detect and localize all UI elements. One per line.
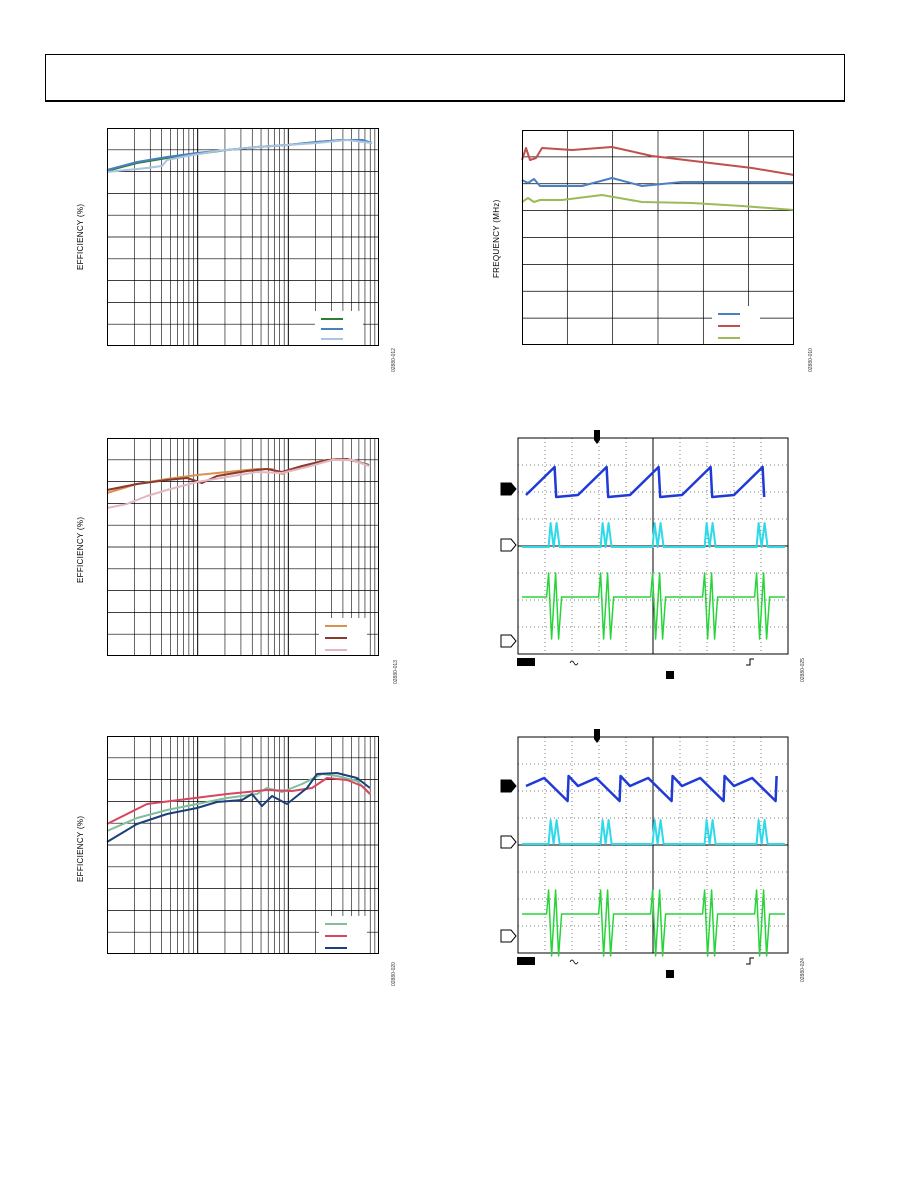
svg-scope1-trace-2: [522, 522, 785, 548]
freq-series-2: [521, 146, 795, 176]
eff1-frame: [107, 128, 379, 346]
efficiency-chart-3-figure-id: 02880-020: [391, 962, 397, 986]
scope-capture-2-plot: [500, 729, 789, 978]
frequency-chart: [521, 130, 795, 348]
svg-scope1-time-indicator: [666, 671, 674, 679]
svg-scope1-channel-marker: [500, 634, 517, 648]
eff2-frame: [107, 438, 379, 656]
eff2-series-2: [106, 458, 370, 491]
scope-capture-1: [500, 430, 789, 683]
frequency-chart-plot: [521, 130, 795, 348]
efficiency-chart-1: [106, 128, 379, 347]
svg-scope1-ac-coupling-icon: [569, 660, 579, 666]
page-header-box: [45, 54, 845, 102]
svg-scope2-channel-marker: [500, 779, 517, 793]
eff3-series-2: [106, 777, 371, 825]
svg-scope2-ac-coupling-icon: [569, 959, 579, 965]
svg-scope2-time-indicator: [666, 970, 674, 978]
frequency-chart-figure-id: 02880-010: [808, 348, 814, 372]
freq-frame: [522, 130, 794, 345]
efficiency-chart-3-plot: [106, 736, 379, 958]
svg-scope1-channel-marker: [500, 482, 517, 496]
frequency-chart-y-label: FREQUENCY (MHz): [492, 199, 501, 278]
efficiency-chart-1-y-label: EFFICIENCY (%): [76, 203, 85, 270]
eff1-series-2: [106, 139, 373, 171]
svg-scope1-trace-3: [522, 572, 785, 640]
scope-capture-1-plot: [500, 430, 789, 679]
scope-capture-2-figure-id: 02880-024: [800, 958, 806, 982]
svg-scope2-trigger-marker: [594, 729, 600, 743]
efficiency-chart-3: [106, 736, 379, 958]
svg-scope1-ch-indicator: [517, 658, 535, 666]
freq-series-3: [521, 194, 795, 211]
efficiency-chart-2-figure-id: 02880-013: [393, 660, 399, 684]
scope-capture-2: [500, 729, 789, 982]
efficiency-chart-3-y-label: EFFICIENCY (%): [76, 815, 85, 882]
svg-scope2-trace-1: [525, 774, 778, 803]
svg-scope1-rising-edge-icon: [746, 658, 754, 666]
efficiency-chart-1-plot: [106, 128, 379, 347]
svg-scope1-channel-marker: [500, 538, 517, 552]
svg-scope2-channel-marker: [500, 929, 517, 943]
svg-scope2-channel-marker: [500, 835, 517, 849]
svg-scope1-trigger-marker: [594, 430, 600, 444]
eff3-series-1: [106, 773, 371, 832]
svg-scope2-trace-2: [522, 819, 785, 845]
eff3-frame: [107, 736, 379, 954]
eff1-series-3: [106, 139, 373, 173]
eff3-series-3: [106, 772, 371, 843]
svg-scope2-trace-3: [522, 889, 785, 957]
efficiency-chart-2-plot: [106, 438, 379, 660]
efficiency-chart-1-figure-id: 02880-012: [391, 348, 397, 372]
svg-scope1-trace-1: [525, 465, 766, 499]
scope-capture-1-figure-id: 02880-025: [800, 658, 806, 682]
eff1-series-1: [106, 139, 373, 172]
eff2-series-3: [106, 459, 370, 509]
freq-series-1: [521, 177, 794, 187]
svg-scope2-rising-edge-icon: [746, 957, 754, 965]
efficiency-chart-2: [106, 438, 379, 660]
efficiency-chart-2-y-label: EFFICIENCY (%): [76, 516, 85, 583]
svg-scope2-ch-indicator: [517, 957, 535, 965]
